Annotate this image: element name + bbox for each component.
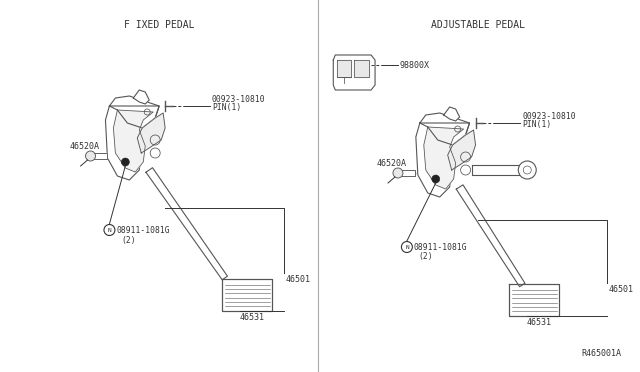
Text: 46501: 46501 <box>285 275 310 284</box>
Text: (2): (2) <box>419 253 433 262</box>
Polygon shape <box>420 113 470 145</box>
Text: 98800X: 98800X <box>400 61 430 70</box>
Text: N: N <box>108 228 112 232</box>
Text: R465001A: R465001A <box>582 349 622 358</box>
Polygon shape <box>333 55 375 90</box>
Polygon shape <box>138 113 165 153</box>
Polygon shape <box>337 60 351 77</box>
Text: PIN(1): PIN(1) <box>522 120 552 129</box>
Text: 46531: 46531 <box>239 313 264 322</box>
Circle shape <box>393 168 403 178</box>
Polygon shape <box>106 106 159 180</box>
Polygon shape <box>113 110 153 172</box>
Polygon shape <box>222 279 271 311</box>
Circle shape <box>518 161 536 179</box>
Text: F IXED PEDAL: F IXED PEDAL <box>124 20 195 30</box>
Polygon shape <box>146 168 227 280</box>
Text: N: N <box>406 244 409 250</box>
Text: 46520A: 46520A <box>377 158 407 167</box>
Circle shape <box>122 158 129 166</box>
Text: 46531: 46531 <box>527 318 552 327</box>
Polygon shape <box>109 96 159 128</box>
Polygon shape <box>472 165 519 175</box>
Text: ADJUSTABLE PEDAL: ADJUSTABLE PEDAL <box>431 20 525 30</box>
Polygon shape <box>509 284 559 316</box>
Text: 46501: 46501 <box>609 285 634 294</box>
Polygon shape <box>354 60 369 77</box>
Text: 46520A: 46520A <box>70 141 100 151</box>
Circle shape <box>432 175 440 183</box>
Polygon shape <box>416 123 470 197</box>
Polygon shape <box>133 90 149 104</box>
Text: 08911-1081G: 08911-1081G <box>116 225 170 234</box>
Polygon shape <box>424 127 463 189</box>
Circle shape <box>86 151 95 161</box>
Text: 08911-1081G: 08911-1081G <box>414 243 467 251</box>
Polygon shape <box>456 185 525 287</box>
Polygon shape <box>93 153 108 159</box>
Text: PIN(1): PIN(1) <box>212 103 241 112</box>
Polygon shape <box>447 130 476 170</box>
Polygon shape <box>401 170 415 176</box>
Text: (2): (2) <box>122 235 136 244</box>
Polygon shape <box>444 107 460 121</box>
Text: 00923-10810: 00923-10810 <box>212 95 266 104</box>
Text: 00923-10810: 00923-10810 <box>522 112 576 121</box>
